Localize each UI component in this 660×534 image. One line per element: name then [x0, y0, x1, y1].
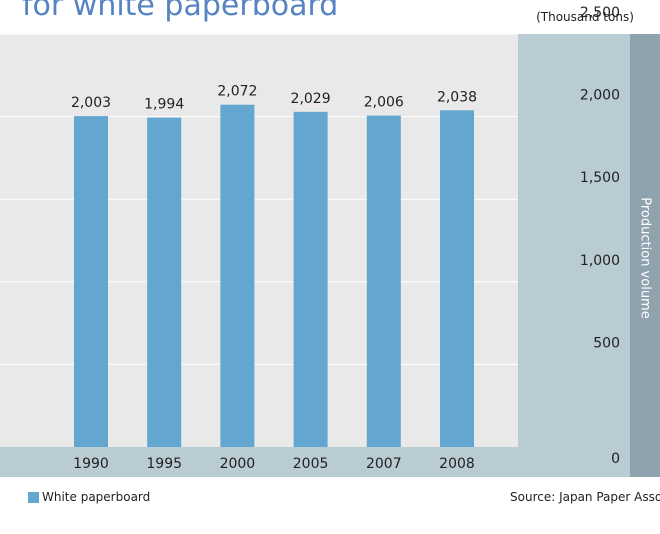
y-tick-label: 1,000 [580, 253, 620, 269]
chart-title: for white paperboard [22, 0, 339, 23]
value-label: 2,003 [71, 95, 111, 111]
unit-label: (Thousand tons) [536, 10, 634, 24]
y-tick-label: 0 [611, 451, 620, 467]
y-axis-panel [518, 34, 630, 477]
category-axis-band [0, 447, 518, 477]
value-label: 1,994 [144, 97, 184, 113]
x-tick-label: 1995 [146, 456, 182, 472]
x-axis-tick-labels: 1990 1995 2000 2005 2007 2008 [73, 456, 475, 472]
bar-2005 [293, 111, 328, 447]
legend: White paperboard [28, 490, 150, 504]
legend-label: White paperboard [42, 490, 151, 504]
value-label: 2,038 [437, 89, 477, 105]
bar-1995 [147, 117, 182, 448]
y-axis-title-strip [630, 34, 660, 477]
value-labels: 2,003 1,994 2,072 2,029 2,006 2,038 [71, 84, 477, 113]
bar-1990 [74, 116, 108, 447]
x-tick-label: 2007 [366, 456, 402, 472]
source-note: Source: Japan Paper Associatio [510, 490, 660, 504]
bar-2008 [440, 110, 474, 448]
y-axis-label: Production volume [638, 197, 653, 318]
x-tick-label: 1990 [73, 456, 109, 472]
y-tick-label: 2,000 [580, 88, 620, 104]
y-tick-label: 2,500 [580, 5, 620, 21]
value-label: 2,006 [364, 95, 404, 111]
y-axis-tick-labels: 0 500 1,000 1,500 2,000 2,500 [580, 5, 620, 467]
value-label: 2,072 [217, 84, 257, 100]
y-tick-label: 500 [593, 335, 620, 351]
x-tick-label: 2000 [220, 456, 256, 472]
value-label: 2,029 [291, 91, 331, 107]
y-tick-label: 1,500 [580, 170, 620, 186]
bar-2007 [366, 115, 401, 448]
x-tick-label: 2008 [439, 456, 475, 472]
x-tick-label: 2005 [293, 456, 329, 472]
bar-series [74, 104, 474, 448]
bar-2000 [220, 104, 255, 447]
legend-swatch [28, 491, 39, 503]
